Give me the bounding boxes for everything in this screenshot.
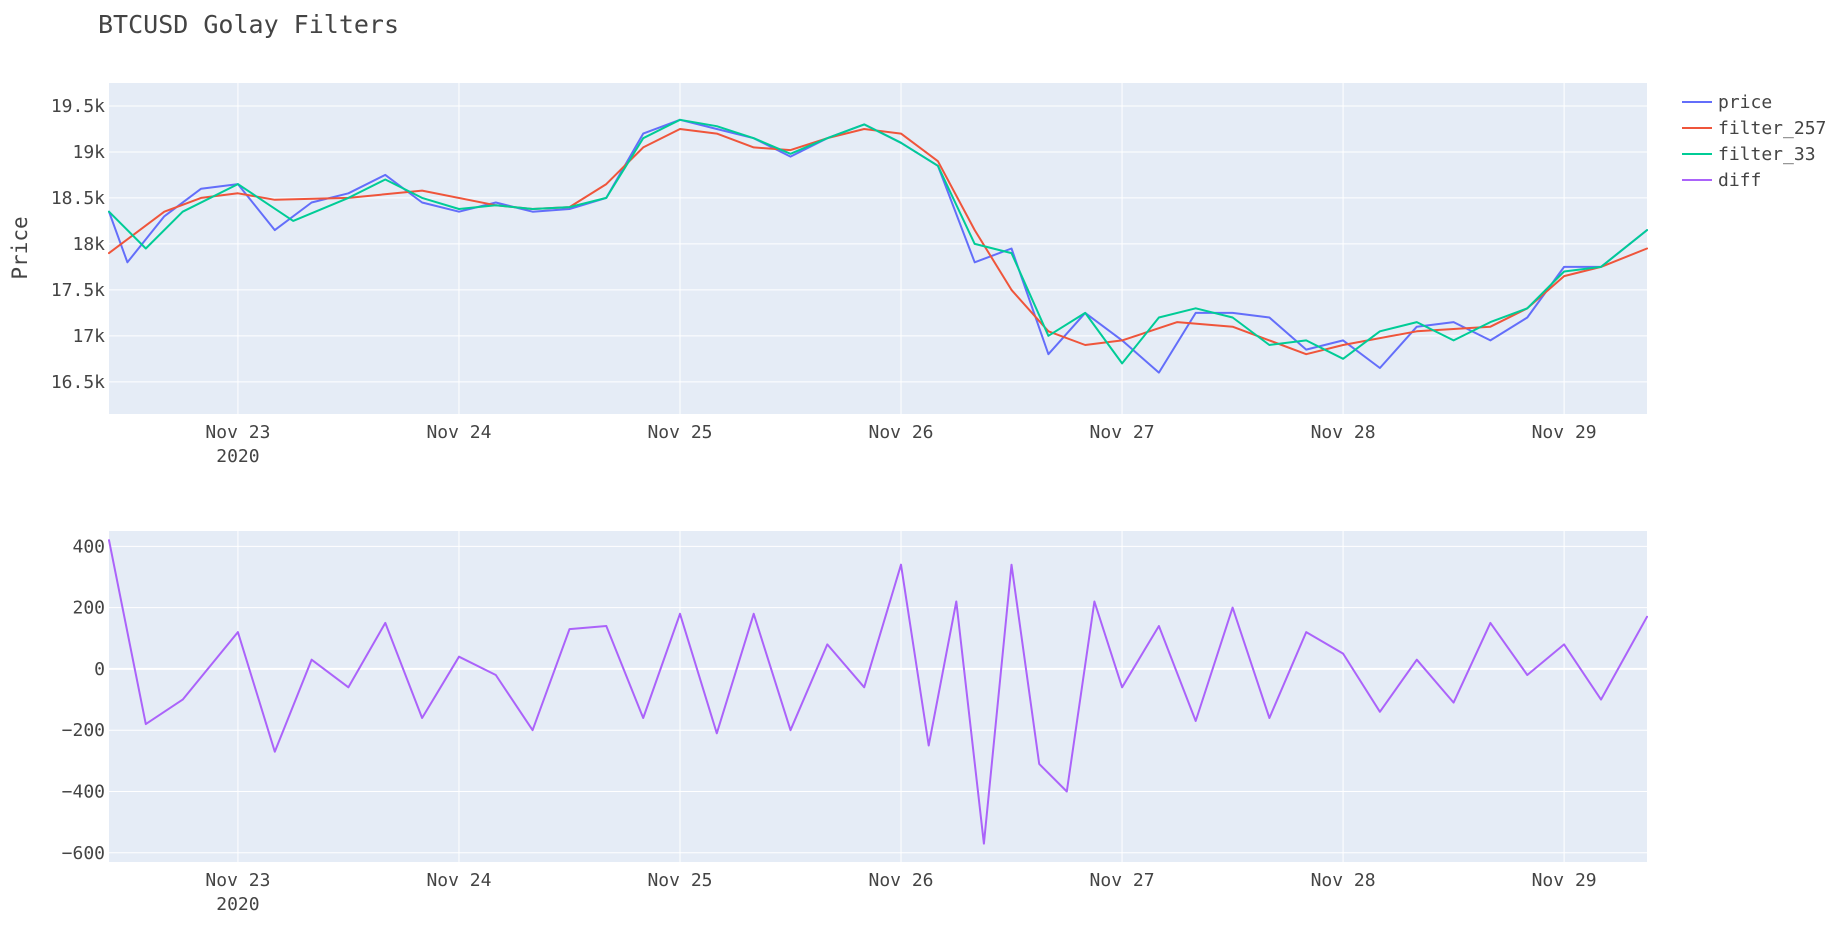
legend-label: filter_257 bbox=[1718, 118, 1826, 139]
diff-x-tick-label: Nov 24 bbox=[426, 870, 491, 891]
legend-label: diff bbox=[1718, 170, 1761, 191]
diff-x-tick-label: Nov 27 bbox=[1090, 870, 1155, 891]
diff-y-tick-label: 200 bbox=[72, 598, 105, 619]
price-x-tick-label: Nov 28 bbox=[1311, 422, 1376, 443]
price-x-tick-label: Nov 27 bbox=[1090, 422, 1155, 443]
diff-x-year-label: 2020 bbox=[216, 894, 259, 915]
diff-y-tick-labels: 400 200 0 −200 −400 −600 bbox=[62, 536, 105, 863]
legend-item-diff[interactable]: diff bbox=[1682, 170, 1761, 191]
legend-label: price bbox=[1718, 92, 1772, 113]
diff-y-tick-label: 400 bbox=[72, 536, 105, 557]
diff-x-tick-label: Nov 25 bbox=[647, 870, 712, 891]
price-x-tick-label: Nov 29 bbox=[1532, 422, 1597, 443]
price-y-tick-label: 19k bbox=[72, 142, 105, 163]
series-line-filter-33 bbox=[108, 118, 1648, 365]
price-y-tick-label: 17k bbox=[72, 326, 105, 347]
price-y-tick-label: 18.5k bbox=[51, 188, 105, 209]
series-line-diff bbox=[108, 539, 1648, 845]
price-plot-area bbox=[109, 83, 1647, 414]
price-gridlines bbox=[109, 83, 1647, 414]
diff-x-tick-label: Nov 29 bbox=[1532, 870, 1597, 891]
price-y-axis-title: Price bbox=[8, 216, 32, 279]
diff-y-tick-label: −400 bbox=[62, 782, 105, 803]
diff-y-tick-label: −200 bbox=[62, 720, 105, 741]
diff-y-tick-label: 0 bbox=[94, 659, 105, 680]
legend-item-price[interactable]: price bbox=[1682, 92, 1772, 113]
price-y-tick-label: 17.5k bbox=[51, 280, 105, 301]
legend-item-filter-257[interactable]: filter_257 bbox=[1682, 118, 1826, 139]
price-y-tick-label: 18k bbox=[72, 234, 105, 255]
legend-label: filter_33 bbox=[1718, 144, 1816, 165]
price-x-tick-labels: Nov 23 2020 Nov 24 Nov 25 Nov 26 Nov 27 Nov 28… bbox=[205, 422, 1596, 467]
price-x-year-label: 2020 bbox=[216, 446, 259, 467]
price-x-tick-label: Nov 26 bbox=[869, 422, 934, 443]
diff-gridlines bbox=[109, 531, 1647, 862]
diff-x-tick-label: Nov 28 bbox=[1311, 870, 1376, 891]
diff-series-group bbox=[108, 539, 1648, 845]
price-y-tick-labels: 16.5k 17k 17.5k 18k 18.5k 19k 19.5k bbox=[51, 96, 105, 393]
price-panel: 16.5k 17k 17.5k 18k 18.5k 19k 19.5k Nov 23 2020… bbox=[8, 83, 1648, 467]
diff-plot-area bbox=[109, 531, 1647, 862]
legend-item-filter-33[interactable]: filter_33 bbox=[1682, 144, 1816, 165]
price-x-tick-label: Nov 24 bbox=[426, 422, 491, 443]
price-series-group bbox=[108, 118, 1648, 374]
diff-x-tick-labels: Nov 23 2020 Nov 24 Nov 25 Nov 26 Nov 27 Nov 28… bbox=[205, 870, 1596, 915]
chart-title: BTCUSD Golay Filters bbox=[98, 10, 399, 39]
diff-y-tick-label: −600 bbox=[62, 843, 105, 864]
price-y-tick-label: 19.5k bbox=[51, 96, 105, 117]
diff-x-tick-label: Nov 23 bbox=[205, 870, 270, 891]
price-x-tick-label: Nov 23 bbox=[205, 422, 270, 443]
price-y-tick-label: 16.5k bbox=[51, 372, 105, 393]
diff-x-tick-label: Nov 26 bbox=[869, 870, 934, 891]
price-x-tick-label: Nov 25 bbox=[647, 422, 712, 443]
